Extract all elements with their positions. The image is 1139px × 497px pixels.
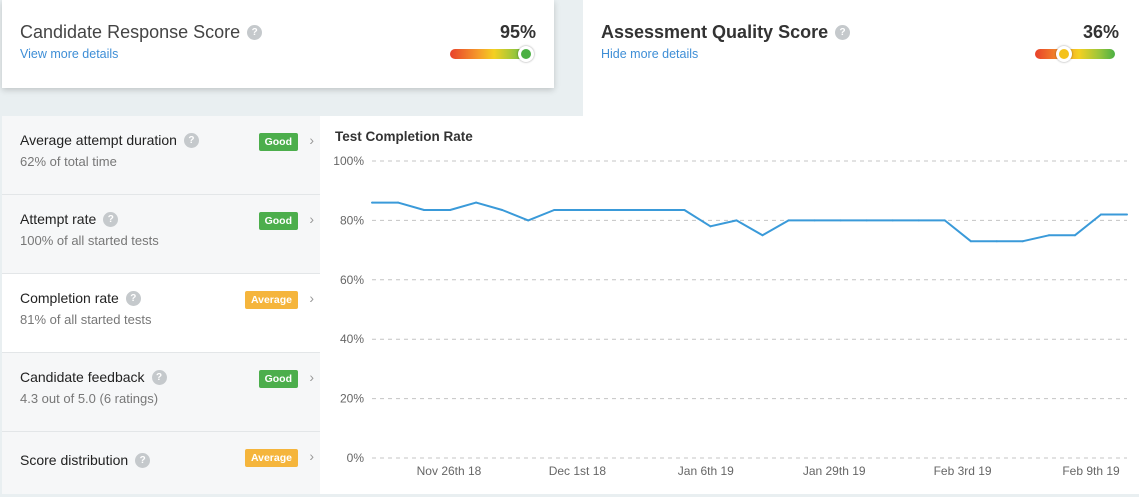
y-tick-label: 100% — [333, 154, 364, 168]
metric-title: Candidate feedback ? — [20, 369, 320, 385]
data-point — [969, 240, 972, 243]
data-point — [761, 234, 764, 237]
assessment-quality-score-label: Assessment Quality Score — [601, 22, 829, 42]
data-point — [1047, 234, 1050, 237]
metric-score-distribution[interactable]: Score distribution ? Average › — [2, 432, 320, 497]
data-point — [943, 219, 946, 222]
metric-subtitle: 62% of total time — [20, 154, 117, 169]
metric-title-label: Average attempt duration — [20, 132, 177, 148]
candidate-response-score-title: Candidate Response Score ? — [20, 22, 263, 43]
assessment-quality-score-gauge — [1035, 46, 1115, 62]
help-icon[interactable]: ? — [135, 452, 151, 468]
status-badge: Average — [244, 449, 298, 467]
candidate-response-score-gauge — [450, 46, 534, 62]
candidate-response-score-label: Candidate Response Score — [20, 22, 241, 42]
help-icon[interactable]: ? — [125, 290, 141, 306]
help-icon[interactable]: ? — [183, 132, 199, 148]
chart-canvas: 0% 20% 40% 60% 80% 100% Nov 26th 18 Dec 1st 18 J… — [333, 154, 1128, 478]
y-tick-label: 80% — [340, 213, 364, 227]
data-point — [839, 219, 842, 222]
data-point — [787, 219, 790, 222]
assessment-quality-score-title: Assessment Quality Score ? — [601, 22, 851, 43]
data-point — [917, 219, 920, 222]
data-point — [397, 201, 400, 204]
x-tick-label: Dec 1st 18 — [549, 464, 607, 478]
y-tick-label: 0% — [347, 451, 365, 465]
metric-title: Score distribution ? — [20, 452, 320, 468]
metric-title: Attempt rate ? — [20, 211, 320, 227]
gauge-knob — [518, 46, 534, 62]
y-tick-label: 20% — [340, 392, 364, 406]
x-tick-label: Feb 9th 19 — [1062, 464, 1120, 478]
status-badge: Good — [258, 133, 298, 151]
metric-title: Average attempt duration ? — [20, 132, 320, 148]
x-tick-label: Jan 6th 19 — [678, 464, 734, 478]
data-point — [1021, 240, 1024, 243]
metric-subtitle: 100% of all started tests — [20, 233, 159, 248]
data-point — [631, 209, 634, 212]
metric-title-label: Score distribution — [20, 452, 129, 468]
metric-subtitle: 4.3 out of 5.0 (6 ratings) — [20, 391, 159, 406]
help-icon[interactable]: ? — [151, 369, 167, 385]
data-point — [423, 209, 426, 212]
metric-title-label: Attempt rate — [20, 211, 97, 227]
metric-title: Completion rate ? — [20, 290, 320, 306]
data-point — [891, 219, 894, 222]
data-point — [1099, 213, 1102, 216]
test-completion-rate-chart: 0% 20% 40% 60% 80% 100% Nov 26th 18 Dec 1st 18 J… — [320, 116, 1139, 494]
gauge-knob — [1055, 46, 1072, 62]
status-badge: Average — [244, 291, 298, 309]
candidate-response-score-value: 95% — [499, 22, 536, 42]
assessment-quality-score-card: Assessment Quality Score ? Hide more det… — [583, 0, 1139, 118]
help-icon[interactable]: ? — [835, 25, 851, 40]
chevron-right-icon[interactable]: › — [309, 369, 314, 385]
data-point — [657, 209, 660, 212]
data-point — [527, 219, 530, 222]
x-tick-label: Nov 26th 18 — [417, 464, 482, 478]
help-icon[interactable]: ? — [103, 211, 119, 227]
data-point — [1073, 234, 1076, 237]
data-point — [449, 209, 452, 212]
metric-candidate-feedback[interactable]: Candidate feedback ? 4.3 out of 5.0 (6 r… — [2, 353, 320, 432]
chevron-right-icon[interactable]: › — [309, 132, 314, 148]
data-point — [865, 219, 868, 222]
x-tick-label: Jan 29th 19 — [803, 464, 866, 478]
chevron-right-icon[interactable]: › — [309, 448, 314, 464]
metric-title-label: Candidate feedback — [20, 369, 145, 385]
metric-subtitle: 81% of all started tests — [20, 312, 152, 327]
status-badge: Good — [258, 212, 298, 230]
metric-attempt-rate[interactable]: Attempt rate ? 100% of all started tests… — [2, 195, 320, 274]
candidate-response-score-card: Candidate Response Score ? View more det… — [2, 0, 554, 88]
metric-title-label: Completion rate — [20, 290, 119, 306]
y-tick-label: 60% — [340, 273, 364, 287]
metrics-list: Average attempt duration ? 62% of total … — [2, 116, 320, 494]
status-badge: Good — [258, 370, 298, 388]
metric-average-attempt-duration[interactable]: Average attempt duration ? 62% of total … — [2, 116, 320, 195]
data-point — [553, 209, 556, 212]
data-point — [371, 201, 373, 204]
data-point — [579, 209, 582, 212]
y-tick-label: 40% — [340, 332, 364, 346]
data-point — [501, 209, 504, 212]
data-point — [813, 219, 816, 222]
data-point — [605, 209, 608, 212]
chevron-right-icon[interactable]: › — [309, 211, 314, 227]
data-point — [995, 240, 998, 243]
help-icon[interactable]: ? — [247, 25, 263, 40]
x-tick-label: Feb 3rd 19 — [934, 464, 992, 478]
data-point — [735, 219, 738, 222]
data-point — [475, 201, 478, 204]
chart-title: Test Completion Rate — [335, 129, 473, 144]
hide-more-details-link[interactable]: Hide more details — [601, 47, 699, 61]
series-line — [372, 201, 1127, 243]
chevron-right-icon[interactable]: › — [309, 290, 314, 306]
data-point — [1126, 213, 1128, 216]
metric-completion-rate[interactable]: Completion rate ? 81% of all started tes… — [2, 274, 320, 353]
data-point — [683, 209, 686, 212]
assessment-quality-score-value: 36% — [1082, 22, 1119, 42]
data-point — [709, 225, 712, 228]
view-more-details-link[interactable]: View more details — [20, 47, 119, 61]
